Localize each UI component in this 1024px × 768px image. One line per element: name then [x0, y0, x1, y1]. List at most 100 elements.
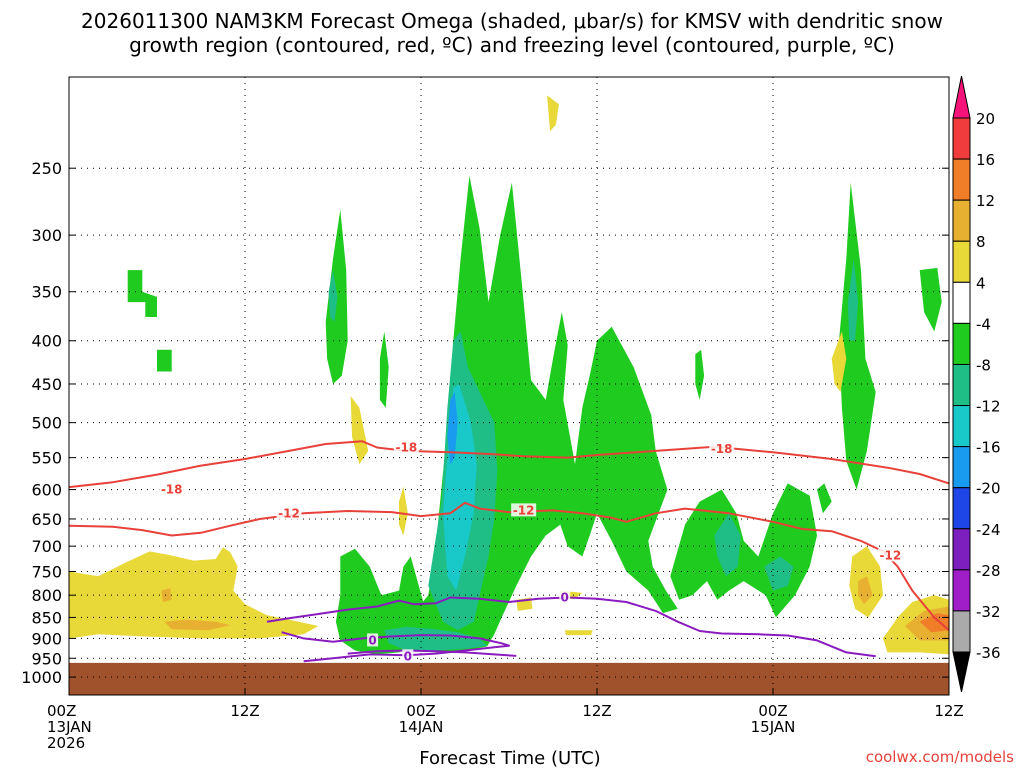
- colorbar-cell: [952, 158, 971, 201]
- y-tick-label: 950: [31, 649, 62, 668]
- colorbar-cell: [952, 199, 971, 242]
- title-line-2: growth region (contoured, red, ºC) and f…: [129, 33, 895, 57]
- shade-right-teal-c: [847, 258, 859, 341]
- contour-label: -18: [161, 483, 183, 497]
- shade-upper-green-d: [157, 349, 172, 372]
- plot-frame: [68, 76, 950, 696]
- colorbar-cell: [952, 322, 971, 365]
- shade-right-green-b: [839, 182, 876, 490]
- contour-label: 0: [561, 590, 569, 604]
- colorbar-overflow-top: [952, 75, 971, 119]
- colorbar: 20 16 12 8 4 -4 -8 -12 -16 -20 -24 -28 -32 -36: [952, 75, 1001, 693]
- y-axis-ticks: 250 300 350 400 450 500 550 600 650 700 750 800 850 9…: [21, 159, 949, 687]
- contour-labels: -18 -18 -18 -12 -12 -12 0 0 0: [159, 440, 903, 663]
- x-tick-label: 00Z: [406, 702, 435, 720]
- y-tick-label: 500: [31, 414, 62, 433]
- omega-shading: [69, 95, 949, 655]
- colorbar-cell: [952, 610, 971, 653]
- x-axis-label: Forecast Time (UTC): [419, 748, 600, 768]
- y-tick-label: 850: [31, 608, 62, 627]
- shade-right-orange-d: [919, 613, 949, 633]
- contour-purple-0-inner: [347, 649, 517, 657]
- x-tick-label: 14JAN: [399, 718, 444, 736]
- x-tick-label: 00Z: [758, 702, 787, 720]
- shade-upper-green-f: [919, 267, 942, 332]
- contour-label: -18: [395, 440, 417, 454]
- colorbar-tick-label: -36: [976, 644, 1001, 662]
- contour-label-bg: [393, 440, 419, 454]
- colorbar-cell: [952, 405, 971, 448]
- colorbar-cell: [952, 281, 971, 324]
- y-tick-label: 250: [31, 159, 62, 178]
- y-tick-label: 600: [31, 481, 62, 500]
- colorbar-tick-label: 8: [976, 233, 986, 251]
- ground-layer: [69, 662, 949, 695]
- contour-label: -12: [513, 503, 535, 517]
- colorbar-tick-label: 4: [976, 274, 986, 292]
- x-tick-label: 13JAN: [47, 718, 92, 736]
- x-tick-label: 12Z: [582, 702, 611, 720]
- y-tick-label: 350: [31, 283, 62, 302]
- colorbar-tick-label: 20: [976, 110, 995, 128]
- shade-right-orange-a: [858, 576, 873, 605]
- contour-label-bg: [559, 590, 571, 604]
- contour-red--12: [69, 501, 949, 631]
- colorbar-tick-label: -4: [976, 315, 991, 333]
- shade-top-yellow: [547, 95, 559, 132]
- x-tick-label: 2026: [47, 734, 85, 752]
- y-tick-label: 650: [31, 510, 62, 529]
- y-tick-label: 900: [31, 629, 62, 648]
- contour-label-bg: [709, 441, 735, 455]
- shade-right-teal-b: [764, 556, 794, 591]
- contour-label: -18: [711, 442, 733, 456]
- contour-label: -12: [879, 548, 901, 562]
- colorbar-cell: [952, 446, 971, 489]
- contour-purple-0-upper: [266, 596, 876, 658]
- contour-purple-0-lower: [281, 631, 510, 663]
- title-line-1: 2026011300 NAM3KM Forecast Omega (shaded…: [81, 9, 943, 33]
- x-tick-label: 12Z: [230, 702, 259, 720]
- y-tick-label: 400: [31, 332, 62, 351]
- contour-label: 0: [368, 633, 376, 647]
- shade-upper-green-c: [127, 270, 157, 317]
- shade-rising-main-blue: [447, 392, 458, 465]
- y-tick-label: 800: [31, 586, 62, 605]
- contour-label: -12: [278, 506, 300, 520]
- colorbar-cell: [952, 528, 971, 571]
- x-tick-label: 12Z: [934, 702, 963, 720]
- x-tick-label: 15JAN: [751, 718, 796, 736]
- colorbar-tick-label: -24: [976, 521, 1001, 539]
- colorbar-tick-label: -32: [976, 603, 1001, 621]
- shade-mid-yellow-b: [399, 486, 408, 536]
- shade-mid-green-g: [817, 483, 832, 514]
- y-tick-label: 550: [31, 449, 62, 468]
- contour-label-bg: [402, 649, 414, 663]
- colorbar-cell: [952, 363, 971, 407]
- shade-upper-green-e: [695, 349, 705, 400]
- contour-label-bg: [367, 633, 379, 647]
- shade-low-orange-a: [164, 619, 231, 631]
- y-tick-label: 450: [31, 375, 62, 394]
- y-tick-label: 1000: [21, 668, 62, 687]
- contour-label: 0: [404, 649, 412, 663]
- colorbar-cell: [952, 569, 971, 612]
- credit-text: coolwx.com/models: [866, 748, 1014, 766]
- shade-mid-yellow-a: [350, 396, 369, 465]
- chart-title: 2026011300 NAM3KM Forecast Omega (shaded…: [81, 9, 943, 57]
- colorbar-cell: [952, 240, 971, 283]
- contour-lines: [69, 440, 949, 663]
- colorbar-tick-label: -12: [976, 398, 1001, 416]
- contour-red--18: [69, 440, 949, 489]
- shade-right-teal-a: [714, 513, 741, 577]
- contour-label-bg: [276, 506, 302, 520]
- colorbar-cell: [952, 487, 971, 530]
- shade-upper-green-b: [379, 331, 389, 408]
- colorbar-tick-label: 16: [976, 151, 995, 169]
- colorbar-tick-label: -20: [976, 480, 1001, 498]
- colorbar-tick-label: -28: [976, 562, 1001, 580]
- y-tick-label: 700: [31, 537, 62, 556]
- shade-small-yellow-3: [564, 630, 593, 636]
- colorbar-tick-label: -8: [976, 356, 991, 374]
- y-tick-label: 750: [31, 562, 62, 581]
